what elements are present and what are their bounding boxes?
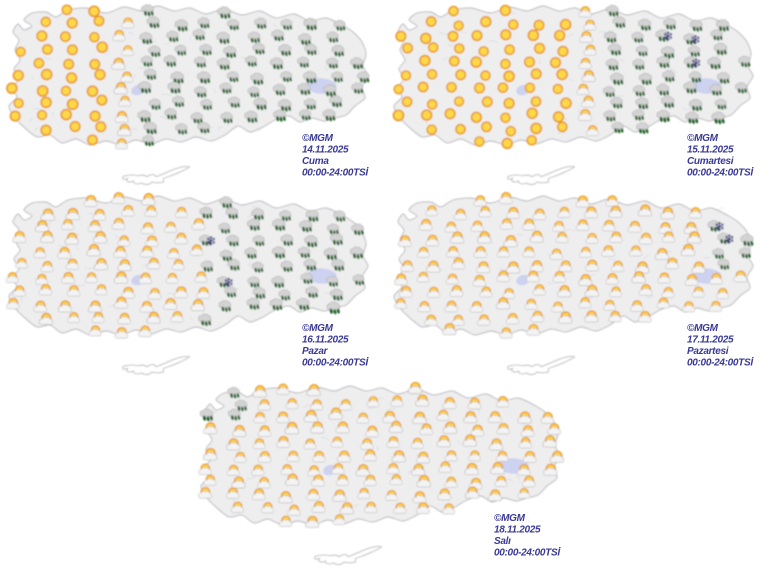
svg-text:©MGM: ©MGM <box>687 323 719 334</box>
svg-text:©MGM: ©MGM <box>494 513 526 524</box>
svg-text:00:00-24:00TSİ: 00:00-24:00TSİ <box>494 546 561 559</box>
svg-text:18.11.2025: 18.11.2025 <box>494 525 541 536</box>
svg-text:Cumartesi: Cumartesi <box>687 156 734 167</box>
svg-text:00:00-24:00TSİ: 00:00-24:00TSİ <box>302 356 369 369</box>
svg-text:©MGM: ©MGM <box>302 323 334 334</box>
svg-text:Pazar: Pazar <box>302 346 329 357</box>
svg-text:14.11.2025: 14.11.2025 <box>302 145 349 156</box>
svg-text:©MGM: ©MGM <box>302 133 334 144</box>
svg-text:©MGM: ©MGM <box>687 133 719 144</box>
svg-text:00:00-24:00TSİ: 00:00-24:00TSİ <box>687 356 754 369</box>
svg-text:16.11.2025: 16.11.2025 <box>302 335 349 346</box>
svg-text:Pazartesi: Pazartesi <box>687 346 729 357</box>
svg-text:Cuma: Cuma <box>302 156 329 167</box>
svg-text:00:00-24:00TSİ: 00:00-24:00TSİ <box>302 166 369 179</box>
svg-text:Salı: Salı <box>494 536 511 547</box>
svg-text:17.11.2025: 17.11.2025 <box>687 335 734 346</box>
svg-text:00:00-24:00TSİ: 00:00-24:00TSİ <box>687 166 754 179</box>
svg-text:15.11.2025: 15.11.2025 <box>687 145 734 156</box>
